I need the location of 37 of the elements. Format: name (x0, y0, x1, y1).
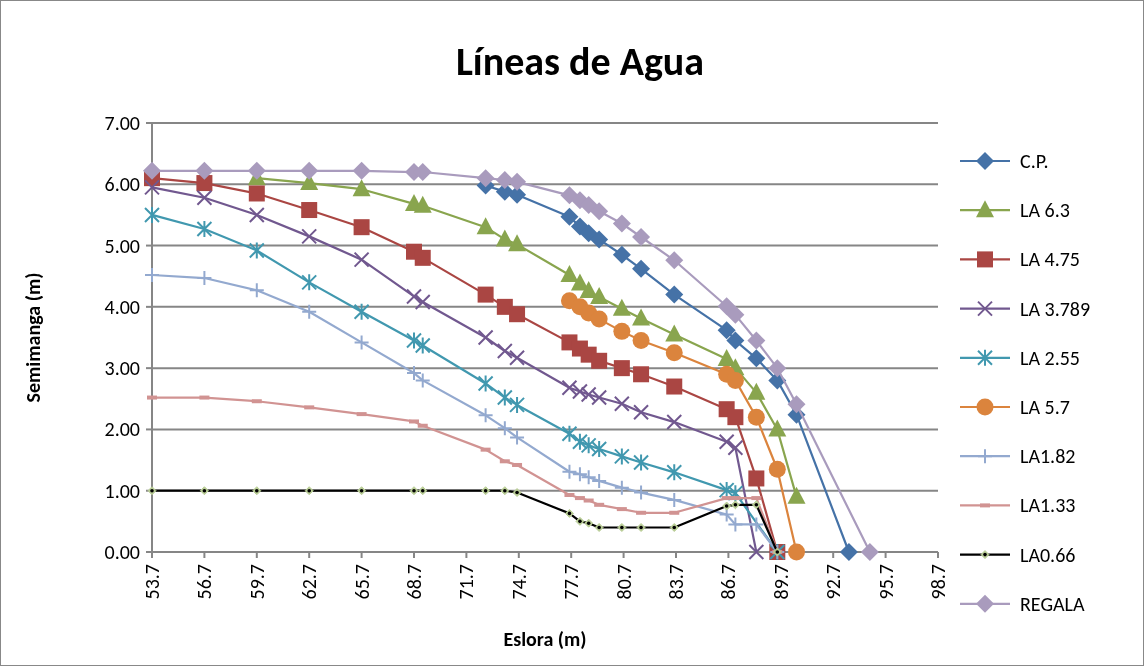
x-tick-label: 86.7 (716, 564, 741, 600)
x-tick-label: 98.7 (926, 564, 950, 600)
y-tick-label: 3.00 (104, 356, 140, 381)
x-tick-label: 68.7 (402, 564, 426, 600)
legend-label: LA1.82 (1020, 444, 1076, 469)
legend-label: LA0.66 (1020, 542, 1076, 567)
y-tick-label: 7.00 (104, 111, 140, 135)
x-tick-label: 59.7 (244, 564, 269, 600)
x-tick-label: 71.7 (454, 564, 479, 600)
y-tick-label: 0.00 (104, 540, 140, 564)
x-tick-label: 83.7 (664, 564, 688, 600)
x-tick-label: 74.7 (506, 564, 531, 600)
legend-label: LA1.33 (1020, 493, 1076, 518)
x-tick-label: 62.7 (297, 564, 322, 600)
legend-label: LA 3.789 (1020, 296, 1091, 321)
legend-label: LA 4.75 (1020, 247, 1080, 272)
y-tick-label: 2.00 (104, 417, 140, 442)
legend-label: REGALA (1020, 591, 1085, 616)
legend-label: C.P. (1020, 149, 1049, 173)
x-tick-label: 95.7 (873, 564, 898, 600)
x-tick-label: 56.7 (192, 564, 217, 600)
x-axis-title: Eslora (m) (503, 627, 587, 651)
legend-label: LA 5.7 (1020, 395, 1070, 419)
x-tick-label: 92.7 (821, 564, 846, 600)
y-tick-label: 4.00 (104, 294, 140, 319)
x-tick-label: 80.7 (611, 564, 636, 600)
x-tick-label: 53.7 (140, 564, 164, 600)
y-tick-label: 6.00 (104, 172, 140, 197)
legend-label: LA 6.3 (1020, 198, 1070, 223)
y-tick-label: 1.00 (104, 478, 140, 503)
x-tick-label: 89.7 (768, 564, 793, 600)
x-tick-label: 65.7 (349, 564, 374, 600)
x-tick-label: 77.7 (559, 564, 584, 600)
chart-title: Líneas de Agua (455, 37, 705, 86)
y-axis-title: Semimanga (m) (21, 272, 45, 403)
y-tick-label: 5.00 (104, 233, 140, 258)
legend-label: LA 2.55 (1020, 345, 1080, 370)
